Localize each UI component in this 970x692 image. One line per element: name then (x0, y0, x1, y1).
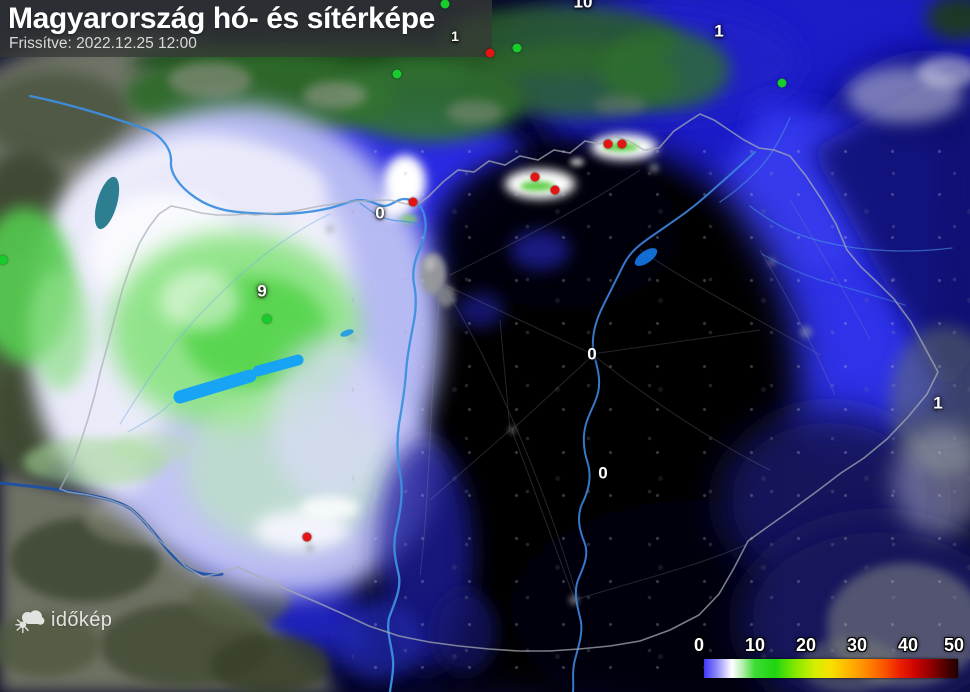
station-value-label: 0 (587, 344, 597, 364)
station-marker-red[interactable] (530, 172, 540, 182)
river-bodrog (719, 117, 791, 203)
river-zala (127, 401, 173, 433)
station-value-label: 10 (573, 0, 593, 12)
lakes (94, 176, 658, 404)
station-marker-green[interactable] (392, 69, 402, 79)
station-value-label: 0 (598, 463, 608, 483)
legend-tick: 40 (897, 635, 919, 655)
snow-mountain-patches (340, 56, 970, 680)
title-bar: Magyarország hó- és sítérképe Frissítve:… (0, 0, 492, 57)
legend-tick: 10 (744, 635, 766, 655)
snow-field-west-hungary (0, 105, 440, 595)
river-szamos (749, 205, 953, 252)
legend-tick: 0 (693, 635, 705, 655)
station-value-label: 1 (714, 21, 724, 41)
lake-balaton-ne (252, 354, 304, 377)
lake-ferto (94, 176, 120, 230)
snow-depth-legend: 0 10 20 30 40 50 (685, 632, 970, 688)
river-tisza (572, 151, 756, 692)
station-marker-red[interactable] (550, 185, 560, 195)
country-border-hungary (58, 113, 939, 652)
station-value-label: 9 (257, 281, 267, 301)
river-mosoni-danube (359, 202, 421, 227)
station-marker-green[interactable] (262, 314, 272, 324)
cloud-sun-icon (15, 610, 45, 634)
station-marker-green[interactable] (0, 255, 8, 265)
station-value-label: 1 (933, 393, 943, 413)
station-value-label: 0 (375, 203, 385, 223)
legend-tick: 50 (943, 635, 965, 655)
station-marker-red[interactable] (408, 197, 418, 207)
station-value-label: 1 (451, 28, 459, 44)
station-marker-red[interactable] (485, 48, 495, 58)
legend-gradient-bar (704, 659, 958, 678)
station-marker-green[interactable] (440, 0, 450, 9)
station-marker-red[interactable] (603, 139, 613, 149)
idokep-logo: időkép (14, 606, 112, 634)
river-koros (761, 253, 906, 306)
lake-balaton (173, 369, 257, 404)
page-title: Magyarország hó- és sítérképe (8, 2, 435, 35)
station-marker-red[interactable] (617, 139, 627, 149)
river-danube (28, 94, 427, 692)
legend-tick: 20 (795, 635, 817, 655)
station-marker-green[interactable] (777, 78, 787, 88)
river-raba (119, 213, 331, 425)
station-marker-green[interactable] (512, 43, 522, 53)
station-marker-red[interactable] (302, 532, 312, 542)
lake-velence (340, 329, 354, 337)
logo-text: időkép (51, 608, 113, 631)
updated-timestamp: Frissítve: 2022.12.25 12:00 (9, 35, 197, 52)
lake-tisza (634, 248, 658, 266)
legend-tick: 30 (846, 635, 868, 655)
